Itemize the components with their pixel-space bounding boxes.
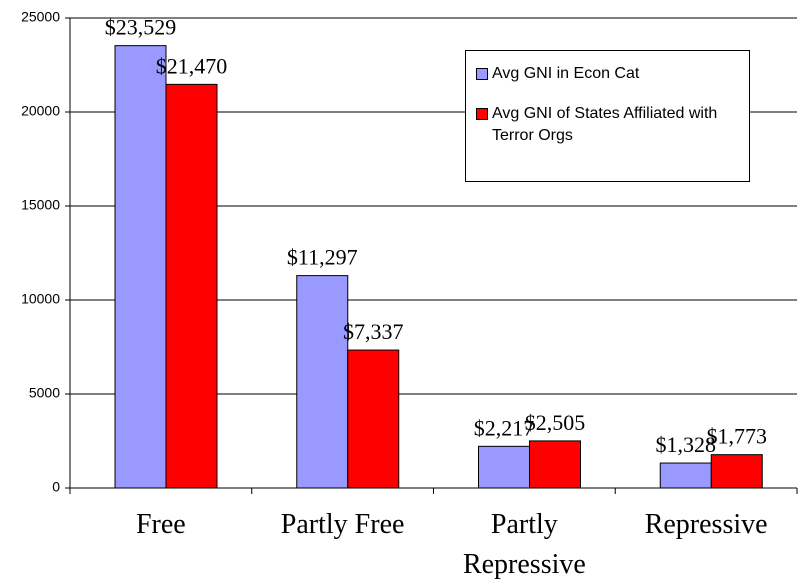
value-label: $7,337 (343, 319, 404, 344)
x-tick-label: Free (135, 509, 186, 540)
bar (347, 349, 400, 489)
x-tick-label: Partly Repressive (462, 509, 586, 580)
y-tick-label: 25000 (21, 9, 60, 25)
y-tick-label: 0 (52, 479, 60, 495)
legend: Avg GNI in Econ Cat Avg GNI of States Aff… (465, 50, 750, 182)
x-tick-label: Partly Free (280, 509, 405, 540)
y-tick-label: 20000 (21, 103, 60, 119)
value-label: $1,328 (656, 432, 717, 457)
value-label: $11,297 (287, 245, 358, 270)
legend-swatch (476, 68, 488, 80)
y-tick-label: 5000 (29, 385, 60, 401)
value-label: $21,470 (156, 53, 228, 78)
y-tick-label: 10000 (21, 291, 60, 307)
legend-entry: Avg GNI of States Affiliated with Terror… (476, 103, 747, 147)
bar (529, 440, 581, 489)
value-label: $1,773 (707, 424, 768, 449)
legend-swatch (476, 108, 488, 120)
bar (659, 462, 712, 489)
bar (478, 445, 530, 489)
bar (114, 45, 167, 489)
value-label: $2,505 (525, 410, 586, 435)
bar (296, 275, 349, 489)
legend-label: Avg GNI in Econ Cat (492, 65, 640, 82)
y-tick-label: 15000 (21, 197, 60, 213)
bar (165, 83, 218, 489)
value-label: $23,529 (105, 15, 177, 40)
legend-entry: Avg GNI in Econ Cat (476, 63, 747, 85)
bar (710, 454, 763, 489)
legend-label: Avg GNI of States Affiliated with Terror… (492, 105, 718, 144)
value-label: $2,217 (474, 415, 535, 440)
x-tick-label: Repressive (644, 509, 768, 540)
